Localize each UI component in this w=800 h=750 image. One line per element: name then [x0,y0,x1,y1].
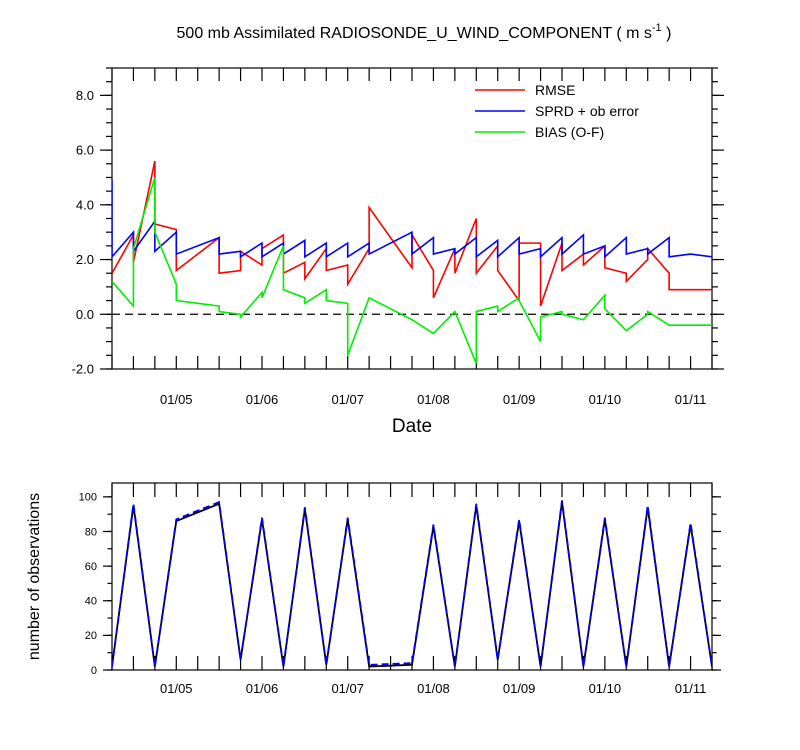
y-tick-label: 20 [85,630,97,642]
x-tick-label: 01/10 [589,681,622,696]
y-tick-label: 8.0 [76,88,94,103]
y-tick-label: 2.0 [76,252,94,267]
x-tick-label: 01/11 [675,392,707,407]
top-chart: 01/05 01/06 01/07 01/08 01/09 01/10 01/11 -2.0 0… [72,22,724,437]
legend-label: SPRD + ob error [535,103,639,119]
y-tick-label: 60 [85,561,97,573]
series-line-bias-o-f [112,177,712,364]
y-tick-label: 100 [79,492,97,504]
chart-title-suffix: ) [662,25,672,42]
x-tick-label: 01/05 [160,392,193,407]
x-tick-label: 01/08 [417,392,450,407]
legend-label: BIAS (O-F) [535,124,604,140]
y-axis-label: number of observations [26,493,43,660]
x-tick-label: 01/06 [246,392,279,407]
y-tick-label: 0 [91,665,97,677]
x-tick-label: 01/09 [503,392,536,407]
series-line-rmse [112,160,712,307]
y-tick-label: 40 [85,596,97,608]
x-tick-label: 01/07 [331,392,364,407]
x-tick-label: 01/07 [331,681,364,696]
legend-label: RMSE [535,82,575,98]
x-tick-label: 01/05 [160,681,193,696]
y-tick-label: 0.0 [76,307,94,322]
series-line-used [112,501,712,668]
x-tick-label: 01/11 [675,681,707,696]
series-line-sprd-ob-error [112,180,712,259]
y-tick-label: 6.0 [76,143,94,158]
series-line-assimilated [112,500,712,667]
y-tick-label: 80 [85,526,97,538]
x-tick-label: 01/06 [246,681,279,696]
y-tick-label: -2.0 [72,362,94,377]
x-tick-label: 01/09 [503,681,536,696]
x-tick-label: 01/08 [417,681,450,696]
x-tick-label: 01/10 [589,392,622,407]
y-tick-label: 4.0 [76,197,94,212]
chart-title-text: 500 mb Assimilated RADIOSONDE_U_WIND_COM… [177,25,652,42]
chart-title-superscript: -1 [652,22,662,34]
x-axis-label: Date [392,416,432,437]
chart-title: 500 mb Assimilated RADIOSONDE_U_WIND_COM… [177,22,672,42]
bottom-chart: 01/05 01/06 01/07 01/08 01/09 01/10 01/11 0 20 40… [26,482,721,696]
